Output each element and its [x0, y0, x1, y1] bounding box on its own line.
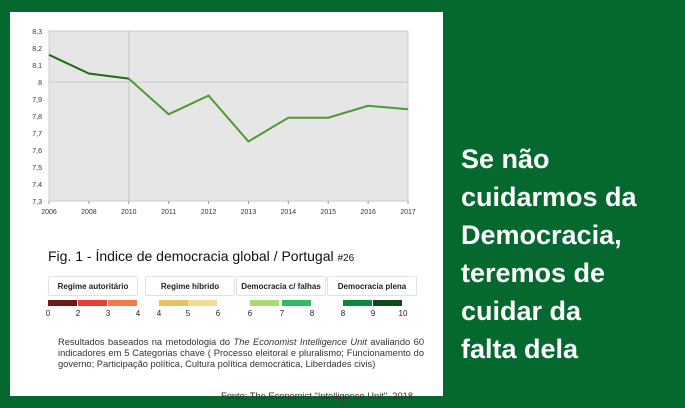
scale-number: 4: [156, 309, 162, 318]
x-tick-label: 2014: [281, 209, 297, 216]
x-tick-label: 2015: [320, 209, 336, 216]
y-tick-label: 7,9: [32, 97, 42, 104]
note-prefix: Resultados baseados na metodologia do: [58, 337, 234, 347]
scale-number: 8: [309, 309, 315, 318]
color-swatch: [282, 300, 311, 306]
color-swatch: [159, 300, 188, 306]
legend-category: Regime híbrido: [145, 276, 235, 296]
color-swatch: [188, 300, 217, 306]
legend-category: Democracia c/ falhas: [236, 276, 326, 296]
scale-number: 6: [247, 309, 253, 318]
quote-line: falta dela: [461, 334, 579, 364]
y-tick-label: 8,2: [32, 46, 42, 53]
color-swatch: [343, 300, 372, 306]
y-tick-label: 7,8: [32, 114, 42, 121]
scale-number: 2: [75, 309, 81, 318]
figure-panel: 7,3 7,4 7,5 7,6 7,7 7,8 7,9 8 8,1 8,2 8,3 2006 2008 2…: [10, 12, 443, 401]
figure-title: Fig. 1 - Índice de democracia global / P…: [48, 248, 354, 264]
quote-line: teremos de: [461, 258, 606, 288]
x-tick-label: 2008: [81, 209, 97, 216]
legend-category: Democracia plena: [327, 276, 417, 296]
scale-number: 3: [105, 309, 111, 318]
note-italic: The Economist Intelligence Unit: [233, 337, 367, 347]
line-chart: 7,3 7,4 7,5 7,6 7,7 7,8 7,9 8 8,1 8,2 8,3 2006 2008 2…: [32, 29, 416, 216]
x-tick-label: 2006: [41, 209, 57, 216]
scale-number: 8: [340, 309, 346, 318]
x-tick-label: 2012: [201, 209, 217, 216]
x-tick-label: 2017: [400, 209, 416, 216]
y-tick-label: 7,5: [32, 165, 42, 172]
color-swatch: [250, 300, 279, 306]
scale-number: 6: [215, 309, 221, 318]
rank-label: #26: [337, 253, 355, 264]
x-tick-label: 2013: [241, 209, 257, 216]
series-line-late: [128, 77, 409, 143]
y-tick-label: 8,1: [32, 63, 42, 70]
y-tick-label: 8: [38, 80, 42, 87]
color-swatch: [108, 300, 137, 306]
note-suffix: avaliando 60 indicadores em 5 Categorias…: [58, 337, 424, 369]
scale-number: 5: [185, 309, 191, 318]
quote-line: Se não: [461, 144, 550, 174]
color-swatch: [373, 300, 402, 306]
color-swatch: [48, 300, 77, 306]
x-tick-label: 2011: [161, 209, 176, 216]
scale-number: 0: [45, 309, 51, 318]
quote-line: Democracia,: [461, 220, 622, 250]
quote-text: Se não cuidarmos da Democracia, teremos …: [461, 140, 681, 368]
y-tick-label: 7,6: [32, 148, 42, 155]
plot-area: [48, 30, 409, 202]
quote-line: cuidarmos da: [461, 182, 637, 212]
methodology-note: Resultados baseados na metodologia do Th…: [58, 337, 424, 370]
series-line-early: [48, 53, 129, 80]
source-credit: Fonte: The Economist "Intelligence Unit"…: [221, 391, 413, 401]
color-swatch: [78, 300, 107, 306]
quote-line: cuidar da: [461, 296, 582, 326]
scale-number: 4: [135, 309, 141, 318]
y-tick-label: 7,4: [32, 182, 42, 189]
figure-title-text: Fig. 1 - Índice de democracia global / P…: [48, 248, 334, 264]
y-tick-label: 7,7: [32, 131, 42, 138]
scale-number: 7: [279, 309, 285, 318]
legend-category: Regime autoritário: [48, 276, 138, 296]
x-tick-label: 2010: [121, 209, 137, 216]
y-tick-label: 8,3: [32, 29, 42, 36]
x-tick-label: 2016: [360, 209, 376, 216]
scale-number: 9: [370, 309, 376, 318]
y-tick-label: 7,3: [32, 199, 42, 206]
scale-number: 10: [398, 309, 408, 318]
